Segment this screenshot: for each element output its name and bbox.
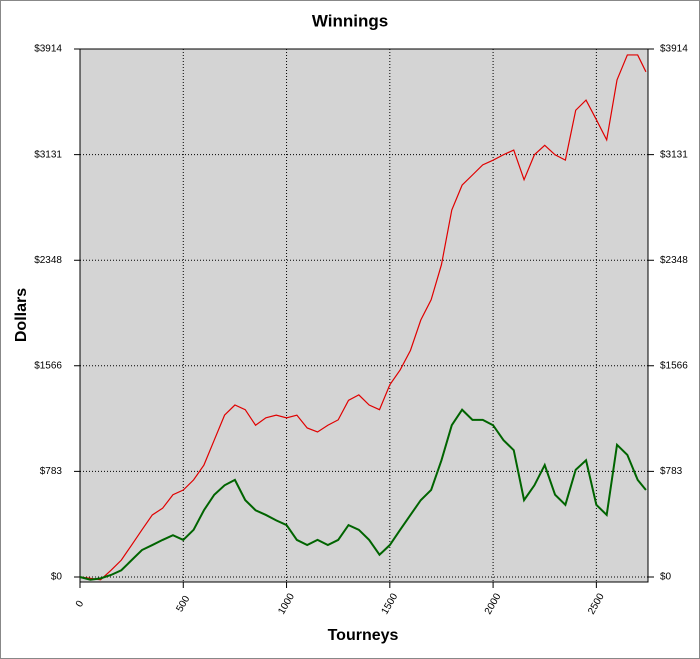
plot-area — [79, 48, 649, 583]
series-line — [79, 54, 647, 581]
y2-tick-label: $783 — [660, 466, 683, 477]
y2-tick-label: $3131 — [660, 149, 688, 160]
y2-tick-label: $2348 — [660, 255, 688, 266]
y-tick-label: $0 — [51, 572, 63, 583]
y-tick-label: $1566 — [34, 360, 62, 371]
series-line — [79, 408, 647, 581]
y-tick-label: $3131 — [34, 149, 62, 160]
x-tick-label: 0 — [74, 599, 87, 610]
y2-tick-label: $1566 — [660, 360, 688, 371]
y-axis-label: Dollars — [13, 288, 30, 342]
y-tick-label: $3914 — [34, 44, 62, 55]
x-axis-label: Tourneys — [328, 627, 399, 644]
y2-tick-label: $0 — [660, 572, 672, 583]
y-tick-label: $783 — [40, 466, 63, 477]
y2-tick-label: $3914 — [660, 44, 688, 55]
y-tick-label: $2348 — [34, 255, 62, 266]
chart-title: Winnings — [312, 11, 388, 30]
